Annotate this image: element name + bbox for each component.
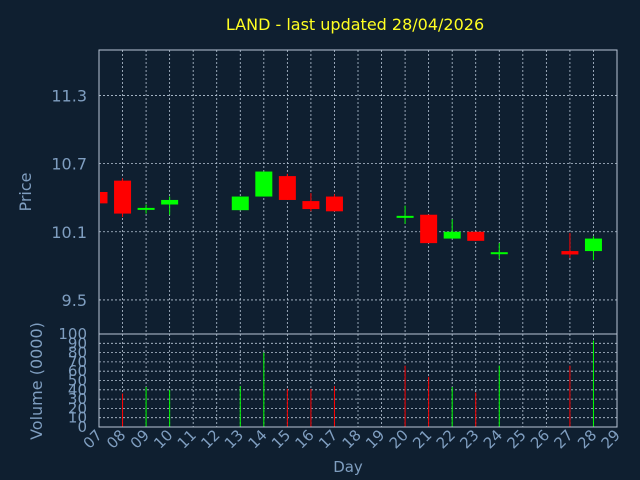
candle-body xyxy=(325,196,343,212)
volume-tick-label: 90 xyxy=(68,334,87,352)
volume-gridlines xyxy=(99,333,617,428)
price-gridlines xyxy=(99,50,617,334)
volume-axis-label: Volume (0000) xyxy=(27,322,46,440)
price-tick-label: 11.3 xyxy=(51,86,87,105)
candle-body xyxy=(443,231,461,239)
day-axis-label: Day xyxy=(333,458,363,476)
day-tick-label: 17 xyxy=(315,426,341,452)
price-axis-ticks: 9.5 10.1 10.7 11.3 xyxy=(51,86,87,309)
candle-body xyxy=(137,207,155,210)
candle-body xyxy=(467,231,485,241)
day-tick-label: 28 xyxy=(574,426,600,452)
volume-tick-label: 80 xyxy=(68,344,87,362)
candle-body xyxy=(302,201,320,210)
candle-body xyxy=(584,238,602,252)
candle-body xyxy=(420,214,438,244)
price-tick-label: 10.1 xyxy=(51,223,87,242)
day-tick-label: 16 xyxy=(292,426,318,452)
volume-tick-label: 100 xyxy=(58,325,87,343)
candle-body xyxy=(490,252,508,255)
volume-tick-label: 50 xyxy=(68,372,87,390)
volume-tick-label: 40 xyxy=(68,381,87,399)
price-axis-label: Price xyxy=(16,172,35,211)
volume-tick-label: 70 xyxy=(68,353,87,371)
day-tick-label: 24 xyxy=(480,426,506,452)
day-tick-label: 23 xyxy=(456,426,482,452)
day-tick-label: 15 xyxy=(268,426,294,452)
day-tick-label: 26 xyxy=(527,426,553,452)
candle-body xyxy=(231,196,249,211)
price-tick-label: 9.5 xyxy=(62,291,87,310)
volume-tick-label: 60 xyxy=(68,362,87,380)
day-tick-label: 20 xyxy=(386,426,412,452)
candle-body xyxy=(278,176,296,200)
candle-body xyxy=(100,192,108,204)
day-tick-label: 21 xyxy=(409,426,435,452)
volume-tick-label: 10 xyxy=(68,409,87,427)
candle-body xyxy=(255,171,273,197)
day-tick-label: 19 xyxy=(362,426,388,452)
day-tick-label: 13 xyxy=(221,426,247,452)
day-tick-label: 18 xyxy=(339,426,365,452)
day-tick-label: 25 xyxy=(503,426,529,452)
candle-body xyxy=(396,215,414,218)
chart-title: LAND - last updated 28/04/2026 xyxy=(226,15,484,34)
volume-tick-label: 20 xyxy=(68,399,87,417)
candle-body xyxy=(114,180,132,214)
day-tick-label: 27 xyxy=(551,426,577,452)
price-candles xyxy=(98,171,602,261)
candle-body xyxy=(561,251,579,255)
volume-bars xyxy=(122,340,594,427)
day-tick-label: 12 xyxy=(197,426,223,452)
volume-tick-label: 30 xyxy=(68,390,87,408)
day-tick-label: 11 xyxy=(174,426,200,452)
day-tick-label: 09 xyxy=(127,426,153,452)
day-tick-label: 22 xyxy=(433,426,459,452)
volume-plot-frame xyxy=(98,333,618,428)
day-tick-label: 08 xyxy=(103,426,129,452)
day-tick-label: 29 xyxy=(598,426,624,452)
day-tick-label: 10 xyxy=(150,426,176,452)
price-tick-label: 10.7 xyxy=(51,155,87,174)
volume-tick-label: 0 xyxy=(77,418,87,436)
day-tick-label: 14 xyxy=(244,426,270,452)
candle-body xyxy=(161,199,179,205)
day-axis-ticks: 0708091011121314151617181920212223242526… xyxy=(80,426,624,452)
